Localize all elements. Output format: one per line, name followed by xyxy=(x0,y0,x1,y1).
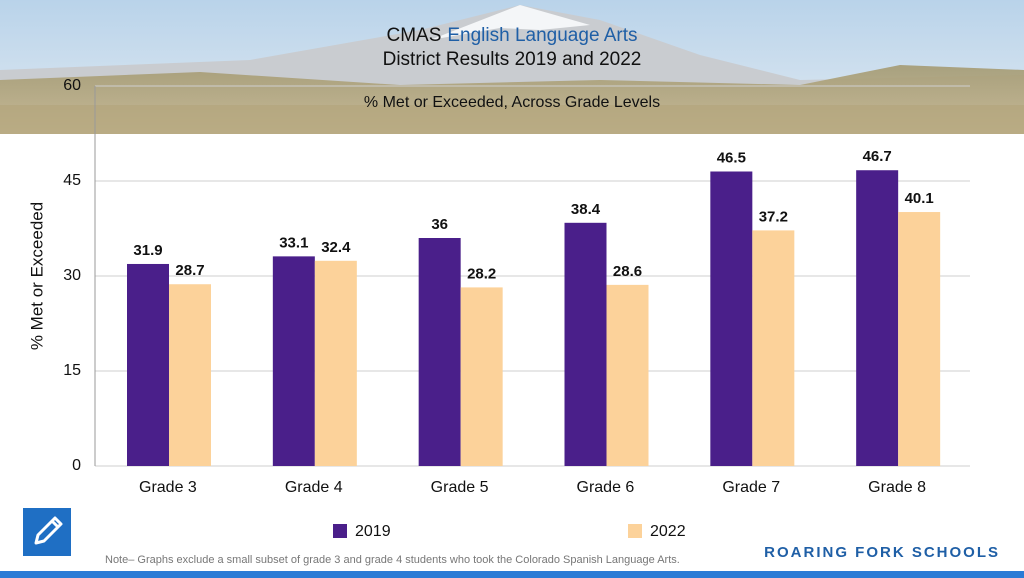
edit-button[interactable] xyxy=(21,506,73,558)
bar xyxy=(606,284,649,466)
chart-subtitle: District Results 2019 and 2022 xyxy=(383,49,642,70)
x-tick-label: Grade 3 xyxy=(139,479,197,496)
title-highlight: English Language Arts xyxy=(447,25,637,46)
x-tick-label: Grade 6 xyxy=(577,479,635,496)
value-label: 28.2 xyxy=(467,265,496,282)
title-part: CMAS xyxy=(386,25,441,46)
footer-bar xyxy=(0,571,1024,578)
note: Note– Graphs exclude a small subset of g… xyxy=(105,554,680,566)
y-axis-label: % Met or Exceeded xyxy=(27,202,46,350)
bar xyxy=(314,260,357,466)
bar xyxy=(127,263,169,466)
value-label: 31.9 xyxy=(133,242,162,259)
x-tick-label: Grade 8 xyxy=(868,479,926,496)
bar xyxy=(418,238,461,466)
y-tick-label: 60 xyxy=(63,77,81,94)
bar xyxy=(710,171,753,466)
value-label: 40.1 xyxy=(905,190,934,207)
bar xyxy=(460,287,503,466)
value-label: 28.6 xyxy=(613,263,642,280)
x-tick-label: Grade 5 xyxy=(431,479,489,496)
y-tick-label: 45 xyxy=(63,172,81,189)
bar xyxy=(898,212,941,466)
legend-label: 2022 xyxy=(650,523,686,540)
brand: ROARING FORK SCHOOLS xyxy=(764,544,1000,561)
x-tick-label: Grade 4 xyxy=(285,479,343,496)
value-label: 28.7 xyxy=(175,262,204,279)
bar xyxy=(272,256,315,466)
y-tick-label: 15 xyxy=(63,362,81,379)
value-label: 46.7 xyxy=(863,148,892,165)
value-label: 36 xyxy=(431,216,448,233)
header-photo xyxy=(0,0,1024,134)
bar xyxy=(752,230,795,466)
value-label: 37.2 xyxy=(759,208,788,225)
value-label: 38.4 xyxy=(571,201,601,218)
bar xyxy=(169,284,211,466)
x-tick-label: Grade 7 xyxy=(722,479,780,496)
y-tick-label: 30 xyxy=(63,267,81,284)
legend-swatch xyxy=(333,524,347,538)
value-label: 33.1 xyxy=(279,234,308,251)
value-label: 46.5 xyxy=(717,149,746,166)
bar xyxy=(564,222,607,466)
value-label: 32.4 xyxy=(321,239,351,256)
legend-swatch xyxy=(628,524,642,538)
legend-label: 2019 xyxy=(355,523,391,540)
y-tick-label: 0 xyxy=(72,457,81,474)
plot-title: % Met or Exceeded, Across Grade Levels xyxy=(364,94,660,111)
bar xyxy=(856,170,899,466)
chart-title: CMAS English Language Arts xyxy=(386,25,637,46)
